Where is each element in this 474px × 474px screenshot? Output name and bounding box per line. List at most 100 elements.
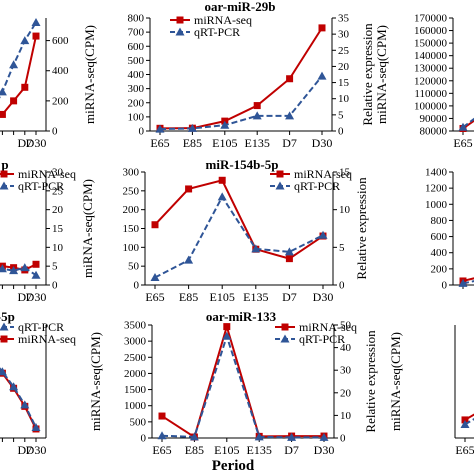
- series-point: [253, 102, 261, 110]
- y-left-tick-label: 130000: [414, 63, 448, 75]
- chart-title: miR-154b-5p: [206, 157, 279, 172]
- y-axis-label: miRNA-seq(CPM): [88, 332, 103, 431]
- legend-marker: [275, 181, 285, 190]
- y-left-tick-label: 1400: [425, 167, 448, 179]
- chart-title: oar-miR-29b: [204, 0, 275, 14]
- series-point: [157, 431, 167, 440]
- y-left-tick-label: 170000: [414, 13, 448, 25]
- y-left-tick-label: 0: [139, 126, 145, 138]
- legend-label: qRT-PCR: [294, 179, 340, 193]
- y-right-tick-label: 30: [338, 29, 350, 41]
- chart-panel: E65 miRNA-seq(CPM): [388, 325, 474, 457]
- x-tick-label: D30: [313, 290, 334, 304]
- y-right-tick-label: 30: [340, 365, 352, 377]
- series-line: [0, 368, 37, 430]
- series-point: [20, 36, 30, 45]
- series-point: [187, 123, 197, 132]
- y-left-tick-label: 500: [128, 55, 145, 67]
- y-right-tick-label: 35: [338, 13, 350, 25]
- y-right-tick-label: 5: [338, 109, 344, 121]
- y2-axis-label: Relative expression: [354, 177, 369, 280]
- y-left-tick-label: 0: [141, 433, 147, 445]
- series-point: [32, 260, 40, 268]
- y-left-tick-label: 150000: [414, 38, 448, 50]
- legend-label: miRNA-seq: [294, 167, 352, 181]
- y-left-tick-label: 800: [128, 13, 145, 25]
- legend-label: qRT-PCR: [18, 179, 64, 193]
- legend-label: miRNA-seq: [299, 320, 357, 334]
- y-right-tick-label: 10: [52, 242, 64, 254]
- x-tick-label: D7: [17, 290, 32, 304]
- y-left-tick-label: 200: [431, 263, 448, 275]
- x-tick-label: D30: [26, 290, 47, 304]
- series-point: [184, 255, 194, 264]
- y-left-tick-label: 2500: [124, 352, 147, 364]
- chart-panel: 0 100 200 300 400 500 600 700 800 0 5 10 15 20 25 30 35 E…: [82, 0, 375, 150]
- y-right-tick-label: 50: [340, 320, 352, 332]
- y-left-tick-label: 250: [123, 185, 140, 197]
- series-line: [0, 21, 37, 99]
- y-right-tick-label: 5: [339, 242, 345, 254]
- series-point: [0, 367, 7, 376]
- y-left-tick-label: 100000: [414, 100, 448, 112]
- y-right-tick-label: 25: [52, 185, 64, 197]
- series-point: [32, 32, 40, 40]
- series-line: [464, 417, 474, 426]
- x-tick-label: E85: [185, 443, 204, 457]
- y-left-tick-label: 0: [134, 280, 140, 292]
- x-tick-label: D7: [282, 290, 297, 304]
- series-line: [161, 323, 324, 439]
- x-tick-label: D7: [282, 136, 297, 150]
- chart-panel: 0200400600D7D30a: [0, 18, 69, 150]
- y-left-tick-label: 100: [128, 111, 145, 123]
- series-point: [460, 419, 470, 428]
- legend-marker: [280, 334, 290, 343]
- series-point: [31, 270, 41, 279]
- series-point: [9, 382, 19, 391]
- series-point: [20, 400, 30, 409]
- x-tick-label: D7: [17, 443, 32, 457]
- y-left-tick-label: 600: [431, 231, 448, 243]
- y-left-tick-label: 800: [431, 215, 448, 227]
- legend-marker: [0, 335, 8, 343]
- series-line: [0, 35, 37, 118]
- series-point: [251, 244, 261, 253]
- y-left-tick-label: 600: [128, 41, 145, 53]
- x-tick-label: D7: [17, 136, 32, 150]
- x-tick-label: D7: [284, 443, 299, 457]
- series-line: [462, 280, 474, 285]
- x-tick-label: D30: [26, 443, 47, 457]
- y-axis-label: miRNA-seq(CPM): [82, 25, 97, 124]
- y-left-tick-label: 120000: [414, 75, 448, 87]
- x-tick-label: E65: [455, 443, 474, 457]
- series-point: [223, 323, 231, 331]
- legend-marker: [175, 27, 185, 36]
- y-left-tick-label: 200: [123, 204, 140, 216]
- y2-axis-label: Relative expression: [360, 23, 375, 126]
- y-left-tick-label: 0: [442, 280, 448, 292]
- x-tick-label: D30: [312, 136, 333, 150]
- chart-title: i-5p: [0, 309, 15, 324]
- y-right-tick-label: 200: [52, 95, 69, 107]
- series-point: [317, 71, 327, 80]
- x-tick-label: E105: [214, 443, 239, 457]
- y-left-tick-label: 2000: [124, 368, 147, 380]
- series-point: [458, 278, 468, 287]
- series-point: [222, 331, 232, 340]
- x-tick-label: E105: [212, 136, 237, 150]
- x-tick-label: E105: [210, 290, 235, 304]
- y-right-tick-label: 40: [340, 342, 352, 354]
- y-right-tick-label: 15: [338, 77, 350, 89]
- series-point: [286, 75, 294, 83]
- series-point: [189, 432, 199, 441]
- y2-axis-label: Relative expression: [363, 330, 378, 433]
- series-point: [285, 255, 293, 263]
- y-left-tick-label: 300: [128, 83, 145, 95]
- y-left-tick-label: 1500: [124, 384, 147, 396]
- y-right-tick-label: 20: [340, 387, 352, 399]
- y-right-tick-label: 400: [52, 65, 69, 77]
- x-tick-label: E135: [247, 443, 272, 457]
- series-point: [218, 176, 226, 184]
